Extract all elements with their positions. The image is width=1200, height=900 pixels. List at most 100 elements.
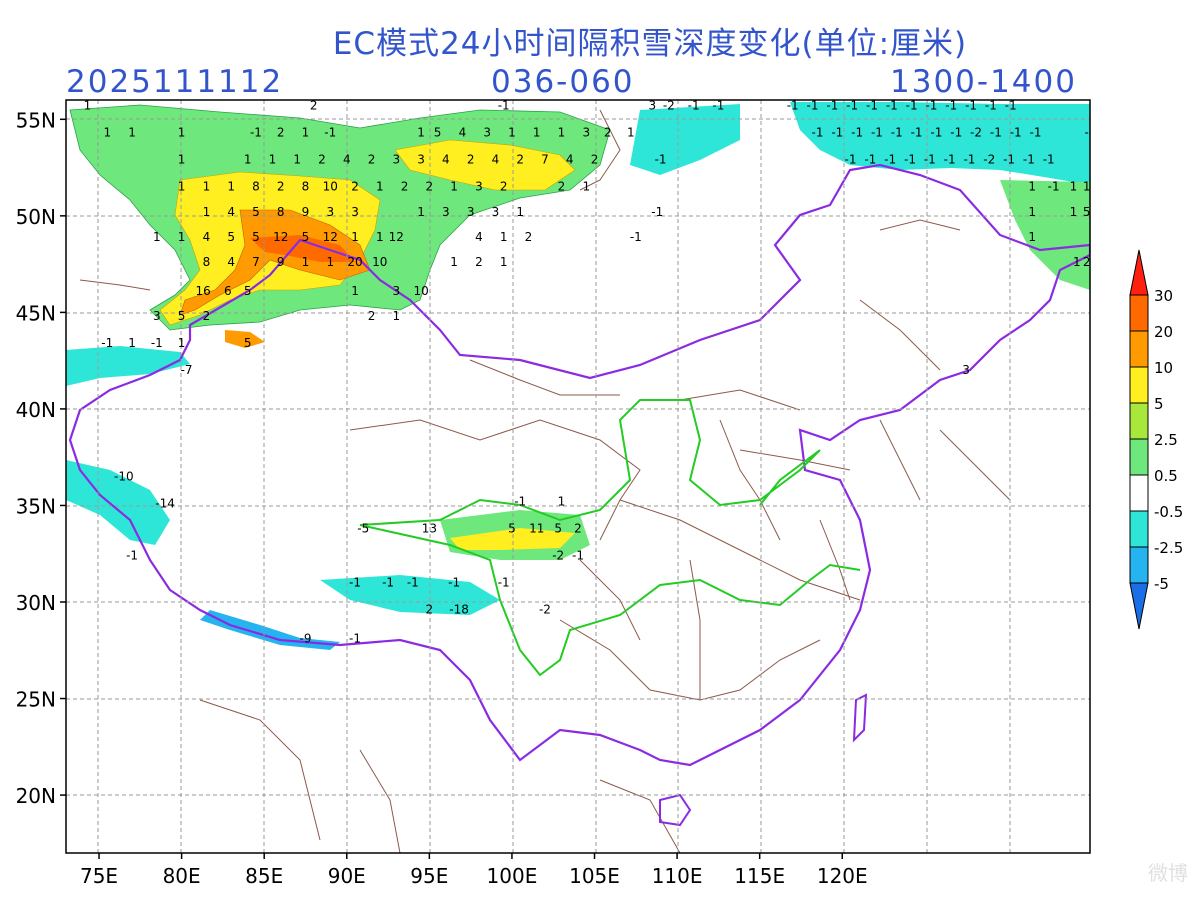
snow-value-label: 5 <box>244 284 252 298</box>
snow-value-label: 13 <box>422 521 437 535</box>
snow-value-label: 1 <box>178 230 186 244</box>
snow-value-label: - <box>1085 126 1089 140</box>
snow-value-label: 1 <box>417 205 425 219</box>
snow-value-label: -1 <box>811 126 823 140</box>
snow-value-label: -1 <box>1043 153 1055 167</box>
snow-value-label: 5 <box>227 230 235 244</box>
snow-value-label: 20 <box>347 255 362 269</box>
snow-value-label: 1 <box>178 336 186 350</box>
plot-frame <box>65 99 1091 854</box>
snow-value-label: -7 <box>181 363 193 377</box>
snow-value-label: -14 <box>155 496 175 510</box>
lon-tick-label: 90E <box>328 864 366 888</box>
snow-value-label: -1 <box>349 632 361 646</box>
colorbar: 30 20 10 5 2.5 0.5 -0.5 -2.5 -5 <box>1129 249 1183 630</box>
snow-value-label: 4 <box>227 255 235 269</box>
colorbar-top-arrow <box>1129 249 1149 296</box>
snow-value-label: 1 <box>516 205 524 219</box>
colorbar-label: 30 <box>1154 287 1173 305</box>
colorbar-label: 0.5 <box>1154 467 1178 485</box>
snow-value-label: 1 <box>103 126 111 140</box>
snow-value-label: -1 <box>886 99 898 113</box>
colorbar-swatch <box>1129 366 1149 404</box>
snow-value-label: 3 <box>962 363 970 377</box>
snow-value-label: 1 <box>1070 205 1078 219</box>
snow-value-label: 2 <box>277 126 285 140</box>
snow-value-label: 4 <box>566 153 574 167</box>
taiwan-border <box>852 693 868 743</box>
snow-value-label: 3 <box>649 99 657 113</box>
snow-value-label: -2 <box>983 153 995 167</box>
snow-value-label: 2 <box>310 99 318 113</box>
snow-value-label: 1 <box>582 180 590 194</box>
snow-region-northeast-positive <box>1000 180 1090 290</box>
snow-value-label: 10 <box>413 284 428 298</box>
snow-value-label: 3 <box>326 205 334 219</box>
snow-region-red <box>250 235 355 262</box>
snow-value-label: -1 <box>891 126 903 140</box>
snow-value-label: 12 <box>323 230 338 244</box>
snow-value-label: 1 <box>450 255 458 269</box>
snow-value-label: -1 <box>963 153 975 167</box>
snow-value-label: 1 <box>269 153 277 167</box>
snow-value-label: 2 <box>277 180 285 194</box>
snow-value-label: -9 <box>299 632 311 646</box>
snow-value-label: 7 <box>252 255 260 269</box>
snow-value-label: 1 <box>393 309 401 323</box>
snow-value-label: 1 <box>376 230 384 244</box>
snow-value-label: 10 <box>372 255 387 269</box>
snow-value-label: 1 <box>203 180 211 194</box>
lat-tick-label: 45N <box>16 301 56 325</box>
snow-value-label: 1 <box>178 153 186 167</box>
snow-value-label: 1 <box>153 230 161 244</box>
river-basin-outline <box>359 399 861 677</box>
snow-value-label: 1 <box>351 230 359 244</box>
snow-value-label: 1 <box>326 255 334 269</box>
snow-value-label: -1 <box>151 336 163 350</box>
snow-value-label: 5 <box>252 205 260 219</box>
colorbar-label: -0.5 <box>1154 503 1183 521</box>
snow-value-label: 12 <box>273 230 288 244</box>
colorbar-swatch <box>1129 330 1149 368</box>
snow-value-label: 12 <box>389 230 404 244</box>
snow-value-label: 9 <box>302 205 310 219</box>
snow-value-label: -1 <box>845 153 857 167</box>
lat-tick-label: 50N <box>16 205 56 229</box>
lon-tick-label: 105E <box>569 864 620 888</box>
lon-tick-label: 110E <box>652 864 703 888</box>
snow-value-label: 5 <box>1083 205 1091 219</box>
snow-value-label: -1 <box>651 205 663 219</box>
snow-value-label: -1 <box>945 99 957 113</box>
snow-value-label: -1 <box>250 126 262 140</box>
snow-value-label: -1 <box>871 126 883 140</box>
lon-tick-label: 120E <box>817 864 868 888</box>
snow-value-label: 3 <box>492 205 500 219</box>
snow-value-label: 1 <box>533 126 541 140</box>
snow-value-label: -1 <box>498 576 510 590</box>
snow-value-label: 2 <box>467 153 475 167</box>
snow-value-label: -1 <box>324 126 336 140</box>
colorbar-label: -5 <box>1154 575 1169 593</box>
snow-region-balkhash <box>225 330 265 348</box>
snow-value-label: 2 <box>475 255 483 269</box>
snow-value-label: 4 <box>442 153 450 167</box>
lon-tick-label: 95E <box>410 864 448 888</box>
snow-value-label: 1 <box>500 255 508 269</box>
time-window-label: 1300-1400 <box>890 64 1077 100</box>
snow-value-label: 4 <box>227 205 235 219</box>
snow-value-label: 5 <box>244 336 252 350</box>
snow-value-label: 1 <box>128 336 136 350</box>
snow-value-label: 2 <box>516 153 524 167</box>
snow-value-label: 5 <box>252 230 260 244</box>
snow-value-label: 3 <box>475 180 483 194</box>
snow-value-label: 1 <box>627 126 635 140</box>
snow-value-label: 2 <box>1083 255 1091 269</box>
lat-tick-label: 55N <box>16 108 56 132</box>
snow-value-label: -1 <box>448 576 460 590</box>
snow-value-label: -1 <box>846 99 858 113</box>
snow-value-label: -1 <box>382 576 394 590</box>
snow-value-label: 7 <box>541 153 549 167</box>
snow-value-label: 3 <box>417 153 425 167</box>
snow-value-label: 4 <box>459 126 467 140</box>
snow-value-label: 1 <box>1070 180 1078 194</box>
